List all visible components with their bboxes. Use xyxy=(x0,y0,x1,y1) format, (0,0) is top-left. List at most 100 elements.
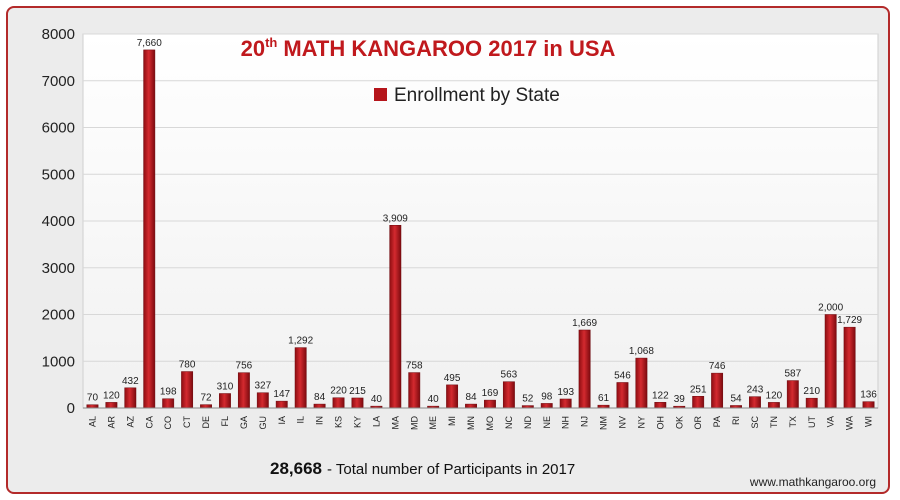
x-tick-label: GA xyxy=(239,416,249,429)
x-tick-label: NH xyxy=(561,416,571,429)
bar-sc xyxy=(749,396,761,409)
x-tick-label: IN xyxy=(315,416,325,425)
x-tick-label: OK xyxy=(674,416,684,429)
chart-frame: 0 1000 2000 3000 4000 5000 6000 7000 8000 70 120 4… xyxy=(6,6,890,494)
data-label: 1,669 xyxy=(572,318,597,329)
x-tick-label: OH xyxy=(655,416,665,430)
y-tick-label: 1000 xyxy=(42,353,75,370)
bar-ia xyxy=(275,400,288,409)
data-label: 147 xyxy=(273,389,290,400)
y-tick-label: 0 xyxy=(67,400,75,417)
x-tick-label: CT xyxy=(182,416,192,428)
x-tick-label: NV xyxy=(617,416,627,429)
bar-co xyxy=(162,398,175,409)
x-tick-label: KY xyxy=(352,416,362,428)
bar-de xyxy=(200,404,212,409)
x-tick-label: GU xyxy=(258,416,268,430)
data-label: 495 xyxy=(444,373,461,384)
bar-pa xyxy=(711,372,724,409)
x-tick-label: MD xyxy=(409,416,419,430)
title-superscript: th xyxy=(265,35,277,50)
x-tick-label: IA xyxy=(277,416,287,425)
y-tick-label: 5000 xyxy=(42,166,75,183)
x-tick-label: DE xyxy=(201,416,211,429)
x-tick-label: TX xyxy=(788,416,798,428)
x-tick-label: CO xyxy=(163,416,173,430)
y-tick-label: 8000 xyxy=(42,26,75,43)
bar-va xyxy=(824,314,837,409)
x-tick-label: VA xyxy=(826,416,836,427)
bar-il xyxy=(294,347,307,409)
x-tick-label: CA xyxy=(144,416,154,429)
y-tick-label: 4000 xyxy=(42,213,75,230)
x-tick-label: ND xyxy=(523,416,533,429)
data-label: 52 xyxy=(522,394,534,405)
bar-or xyxy=(692,396,705,409)
data-label: 193 xyxy=(557,387,574,398)
bar-ne xyxy=(540,403,553,409)
x-tick-label: PA xyxy=(712,416,722,427)
data-label: 40 xyxy=(371,394,383,405)
data-label: 546 xyxy=(614,370,631,381)
bar-ny xyxy=(635,357,648,409)
x-axis-ticks: AL AR AZ CA CO CT DE FL GA GU IA IL IN KS KY LA MA MD ME MI… xyxy=(87,415,873,430)
data-label: 84 xyxy=(465,392,477,403)
bar-ct xyxy=(181,371,194,409)
bar-in xyxy=(313,403,326,409)
data-label: 7,660 xyxy=(137,38,162,49)
data-label: 756 xyxy=(236,361,253,372)
title-number: 20 xyxy=(241,36,265,61)
data-label: 2,000 xyxy=(818,303,843,314)
data-label: 3,909 xyxy=(383,213,408,224)
data-label: 587 xyxy=(784,369,801,380)
data-label: 1,729 xyxy=(837,315,862,326)
x-tick-label: NY xyxy=(636,416,646,429)
x-tick-label: NE xyxy=(542,416,552,429)
data-label: 198 xyxy=(160,387,177,398)
title-rest: MATH KANGAROO 2017 in USA xyxy=(283,36,615,61)
legend-swatch xyxy=(374,88,387,101)
bar-wi xyxy=(862,401,875,409)
footer-line: 28,668 - Total number of Participants in … xyxy=(270,459,575,478)
bar-nc xyxy=(502,381,515,409)
x-tick-label: ME xyxy=(428,416,438,430)
data-label: 122 xyxy=(652,390,669,401)
x-tick-label: MN xyxy=(466,416,476,430)
bar-nh xyxy=(559,398,572,409)
bar-ky xyxy=(351,397,364,409)
bar-ar xyxy=(105,402,118,409)
data-label: 432 xyxy=(122,376,139,387)
data-label: 251 xyxy=(690,384,707,395)
x-tick-label: MI xyxy=(447,416,457,426)
x-tick-label: MO xyxy=(485,416,495,431)
data-label: 1,292 xyxy=(288,336,313,347)
bar-tn xyxy=(767,402,780,409)
data-label: 243 xyxy=(747,385,764,396)
data-label: 39 xyxy=(674,394,686,405)
bar-mi xyxy=(446,384,459,409)
y-tick-label: 7000 xyxy=(42,73,75,90)
data-label: 220 xyxy=(330,386,347,397)
data-label: 120 xyxy=(766,390,783,401)
x-tick-label: IL xyxy=(296,416,306,424)
y-tick-label: 2000 xyxy=(42,307,75,324)
data-label: 169 xyxy=(482,388,499,399)
x-tick-label: WA xyxy=(845,416,855,430)
x-tick-label: MA xyxy=(390,416,400,430)
bar-ga xyxy=(237,372,250,409)
x-tick-label: NM xyxy=(599,416,609,430)
x-tick-label: SC xyxy=(750,416,760,429)
data-label: 210 xyxy=(803,386,820,397)
x-tick-label: AZ xyxy=(125,416,135,428)
footer-text: - Total number of Participants in 2017 xyxy=(327,461,575,478)
bar-tx xyxy=(786,380,799,409)
bar-md xyxy=(408,372,421,409)
bar-mn xyxy=(465,403,477,409)
y-axis-ticks: 0 1000 2000 3000 4000 5000 6000 7000 8000 xyxy=(42,26,75,417)
bar-az xyxy=(124,387,137,409)
bar-ma xyxy=(389,225,402,409)
x-tick-label: NJ xyxy=(580,416,590,427)
y-tick-label: 3000 xyxy=(42,260,75,277)
data-label: 758 xyxy=(406,361,423,372)
